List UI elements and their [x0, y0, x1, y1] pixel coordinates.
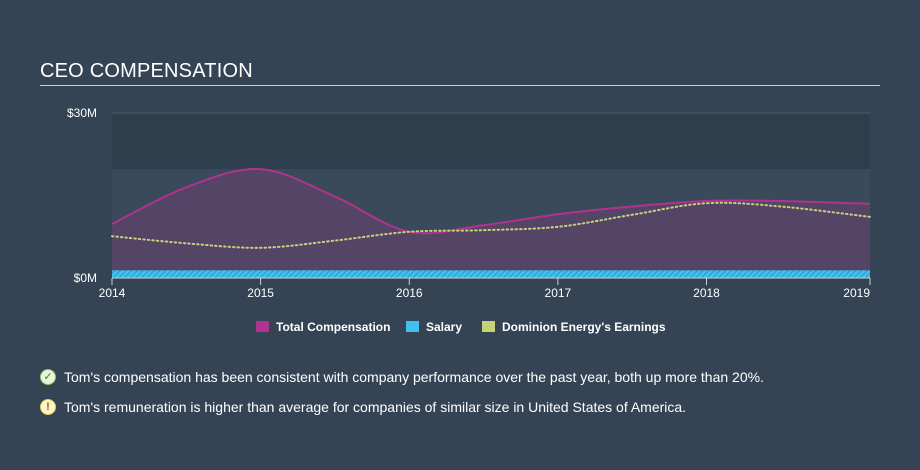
y-tick-label: $30M — [67, 106, 97, 120]
plot-band-upper — [112, 113, 870, 170]
x-tick-label: 2015 — [247, 286, 274, 300]
legend-swatch — [256, 321, 269, 332]
page-title: CEO COMPENSATION — [40, 60, 253, 82]
insight-remuneration-text: Tom's remuneration is higher than averag… — [64, 399, 687, 415]
legend-swatch — [482, 321, 495, 332]
x-tick-label: 2017 — [545, 286, 572, 300]
insight-remuneration: ! Tom's remuneration is higher than aver… — [40, 398, 686, 416]
legend-item: Dominion Energy's Earnings — [482, 320, 666, 334]
legend-swatch — [406, 321, 419, 332]
insight-performance-text: Tom's compensation has been consistent w… — [64, 369, 764, 385]
total-compensation-area — [112, 168, 870, 278]
legend-label: Total Compensation — [276, 320, 390, 334]
legend-item: Total Compensation — [256, 320, 390, 334]
legend-item: Salary — [406, 320, 462, 334]
insight-performance: ✓ Tom's compensation has been consistent… — [40, 368, 764, 386]
total-compensation-line — [111, 167, 871, 235]
legend-label: Dominion Energy's Earnings — [502, 320, 666, 334]
earnings-line — [111, 201, 871, 249]
legend-label: Salary — [426, 320, 462, 334]
warning-icon: ! — [40, 399, 56, 415]
check-icon: ✓ — [40, 369, 56, 385]
y-tick-label: $0M — [74, 271, 97, 285]
x-tick-label: 2016 — [396, 286, 423, 300]
x-tick-label: 2019 — [843, 286, 870, 300]
title-divider — [40, 85, 880, 86]
x-tick-label: 2014 — [99, 286, 126, 300]
salary-band — [112, 270, 870, 278]
x-tick-label: 2018 — [693, 286, 720, 300]
